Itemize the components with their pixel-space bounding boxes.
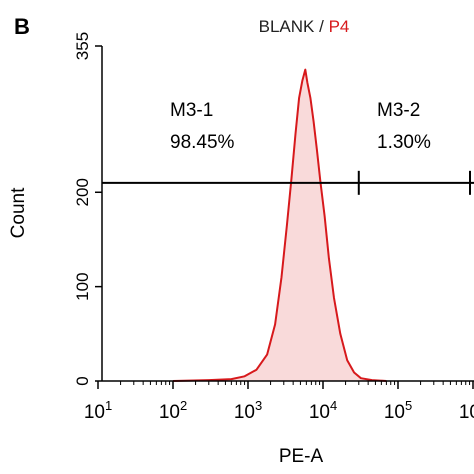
- x-axis-label: PE-A: [279, 446, 324, 467]
- y-tick-label-0: 0: [73, 376, 92, 385]
- title-population: P4: [329, 17, 350, 36]
- x-tick-base: 10: [84, 402, 105, 423]
- x-tick-exponent: 4: [330, 398, 337, 413]
- x-tick-label-2: 102: [159, 398, 187, 423]
- y-tick-labels: 0 100 200 355: [73, 32, 92, 386]
- y-tick-label-100: 100: [73, 272, 92, 300]
- x-tick-label-6: 106: [459, 398, 474, 423]
- x-tick-base: 10: [384, 402, 405, 423]
- histogram-curve: [172, 68, 387, 382]
- x-tick-labels: 101102103104105106: [84, 398, 474, 423]
- x-tick-base: 10: [159, 402, 180, 423]
- x-tick-base: 10: [459, 402, 474, 423]
- x-tick-exponent: 2: [180, 398, 187, 413]
- y-axis-label: Count: [8, 187, 29, 238]
- x-tick-label-5: 105: [384, 398, 412, 423]
- marker-label-m3-2: M3-2: [377, 100, 420, 121]
- x-tick-exponent: 3: [255, 398, 262, 413]
- chart-title: BLANK / P4: [259, 17, 350, 36]
- x-tick-exponent: 5: [405, 398, 412, 413]
- y-tick-label-200: 200: [73, 178, 92, 206]
- marker-annotations: M3-1 98.45% M3-2 1.30%: [170, 100, 431, 153]
- histogram-fill: [173, 69, 387, 381]
- marker-percent-m3-1: 98.45%: [170, 132, 235, 153]
- plot-area: [95, 45, 474, 389]
- x-tick-base: 10: [309, 402, 330, 423]
- marker-percent-m3-2: 1.30%: [377, 132, 431, 153]
- title-separator: /: [314, 17, 328, 36]
- x-tick-label-4: 104: [309, 398, 337, 423]
- x-tick-label-3: 103: [234, 398, 262, 423]
- x-tick-exponent: 1: [105, 398, 112, 413]
- x-tick-label-1: 101: [84, 398, 112, 423]
- title-gate-name: BLANK: [259, 17, 315, 36]
- marker-label-m3-1: M3-1: [170, 100, 213, 121]
- panel-label: B: [14, 14, 30, 39]
- x-tick-base: 10: [234, 402, 255, 423]
- y-tick-label-355: 355: [73, 32, 92, 60]
